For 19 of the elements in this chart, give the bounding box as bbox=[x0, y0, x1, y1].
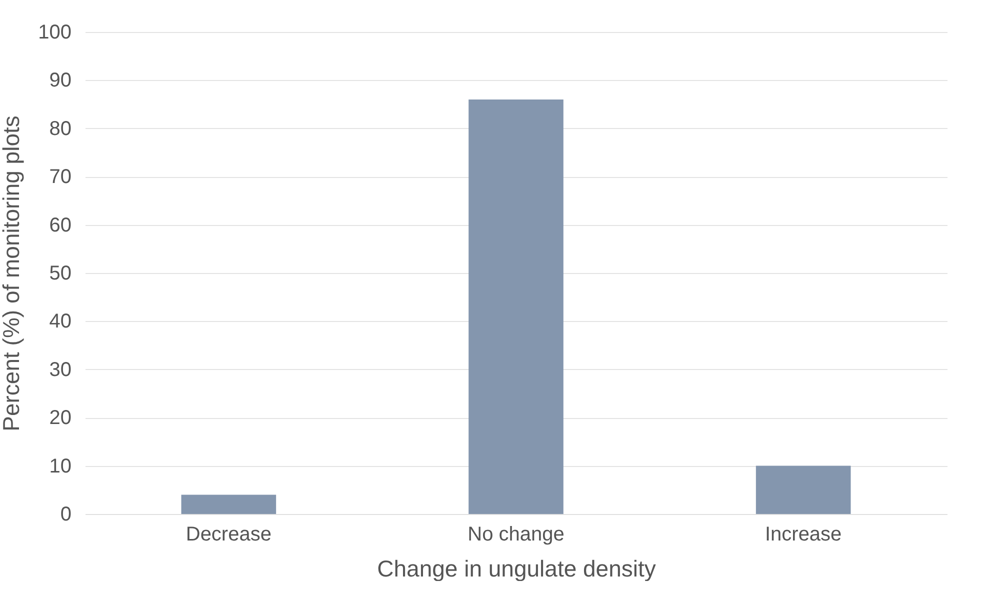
y-tick-label: 0 bbox=[60, 504, 72, 526]
y-tick-label: 70 bbox=[49, 166, 72, 188]
y-tick-label: 50 bbox=[49, 262, 72, 284]
y-tick-label: 40 bbox=[49, 310, 72, 333]
y-axis-title: Percent (%) of monitoring plots bbox=[0, 116, 24, 432]
x-tick-label: No change bbox=[468, 524, 564, 546]
y-tick-label: 60 bbox=[49, 214, 72, 236]
bar bbox=[468, 99, 564, 514]
bar bbox=[181, 494, 276, 514]
bar bbox=[756, 466, 851, 514]
y-tick-label: 10 bbox=[49, 455, 72, 478]
y-tick-label: 90 bbox=[49, 70, 72, 92]
x-tick-label: Decrease bbox=[186, 524, 272, 546]
y-tick-label: 100 bbox=[38, 22, 72, 44]
x-tick-label: Increase bbox=[764, 524, 842, 546]
y-tick-label: 20 bbox=[49, 407, 72, 430]
x-axis-title: Change in ungulate density bbox=[377, 556, 656, 582]
y-tick-label: 80 bbox=[49, 118, 72, 140]
y-tick-label: 30 bbox=[49, 358, 72, 381]
